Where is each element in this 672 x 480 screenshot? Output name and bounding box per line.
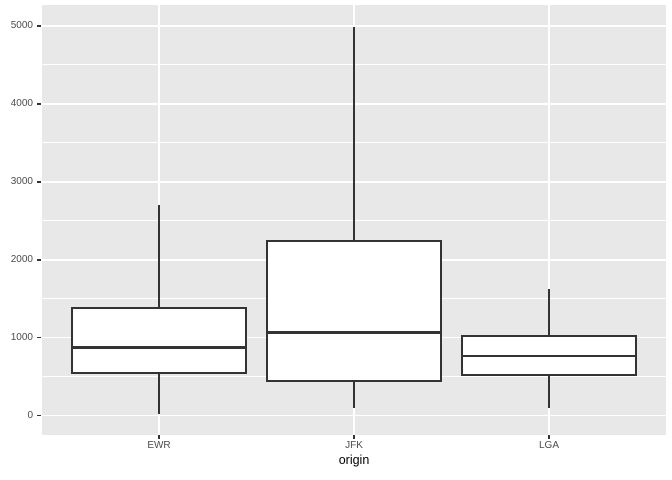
y-tick-mark: [37, 259, 41, 261]
x-tick-label-jfk: JFK: [345, 440, 363, 451]
boxplot-box-ewr: [71, 306, 247, 375]
boxplot-median-ewr: [73, 346, 245, 349]
y-tick-mark: [37, 103, 41, 105]
x-axis-title: origin: [338, 453, 370, 467]
x-tick-mark: [158, 435, 160, 439]
y-tick-mark: [37, 25, 41, 27]
boxplot-whisker-jfk: [353, 27, 355, 409]
x-tick-label-lga: LGA: [538, 440, 559, 451]
y-tick-label: 2000: [10, 253, 33, 265]
y-tick-mark: [37, 336, 41, 339]
y-tick-label: 3000: [10, 175, 33, 187]
gridline-v-major: [548, 5, 550, 435]
y-tick-mark: [37, 414, 41, 417]
boxplot-median-lga: [463, 354, 635, 358]
x-tick-mark: [353, 435, 355, 439]
y-tick-label: 1000: [10, 331, 33, 343]
boxplot-median-jfk: [268, 331, 440, 334]
y-tick-mark: [37, 181, 41, 183]
boxplot-box-jfk: [266, 240, 442, 383]
x-tick-mark: [548, 435, 550, 439]
x-tick-label-ewr: EWR: [147, 440, 171, 451]
y-tick-label: 0: [27, 409, 33, 421]
plot-panel: [42, 5, 666, 435]
y-tick-label: 5000: [10, 20, 33, 32]
y-tick-label: 4000: [10, 97, 33, 109]
